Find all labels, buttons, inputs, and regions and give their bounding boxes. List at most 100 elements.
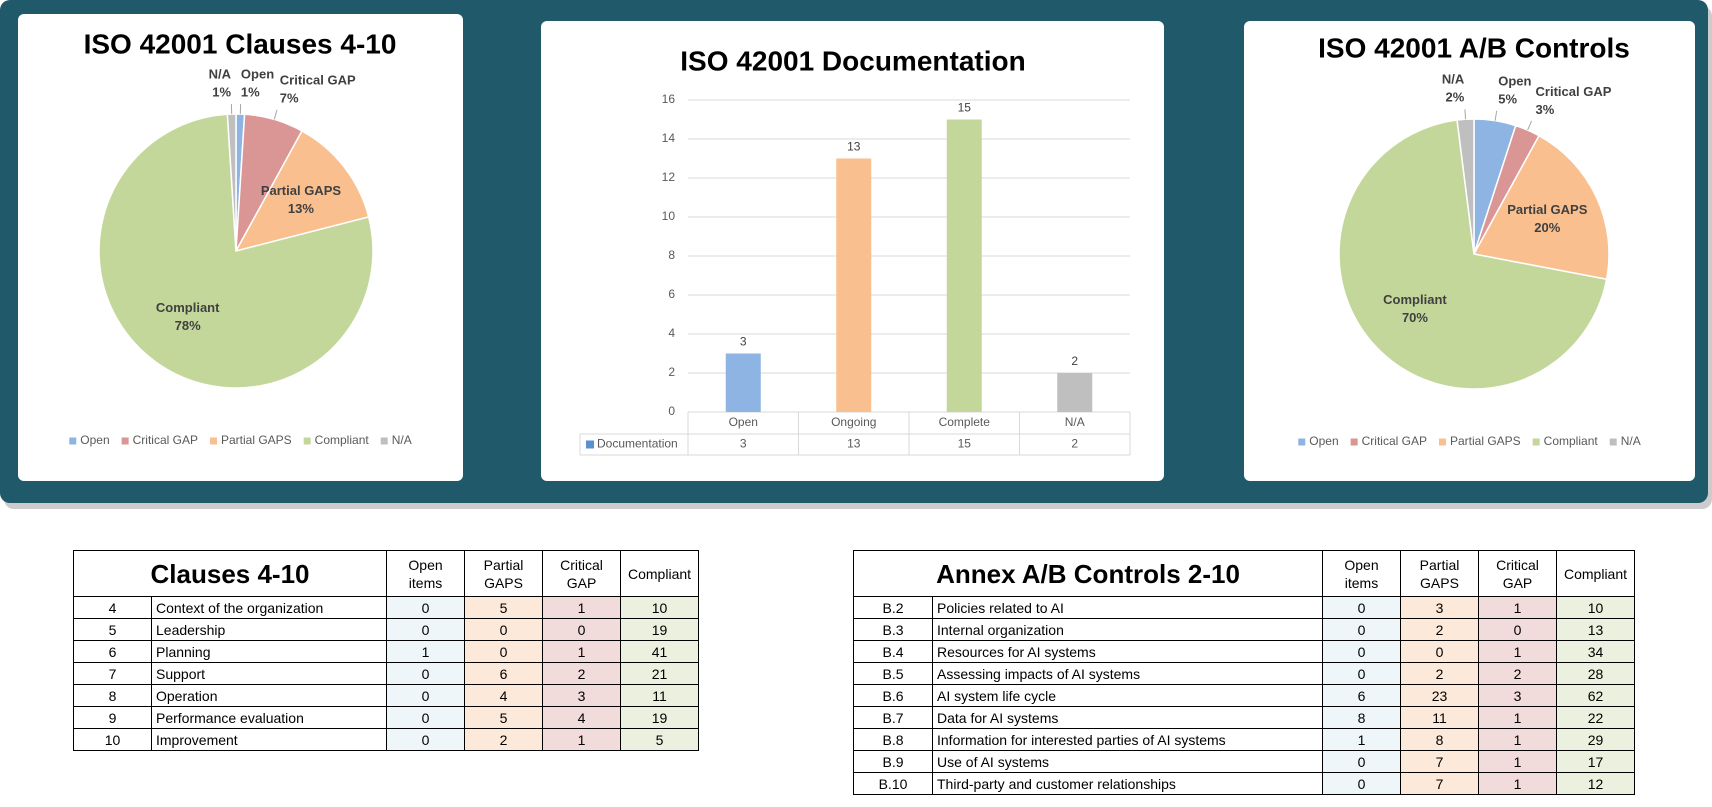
- row-number: B.10: [853, 772, 933, 795]
- data-table-value: 3: [740, 437, 747, 451]
- bar: [836, 158, 872, 412]
- row-label: Support: [150, 662, 388, 685]
- legend-swatch: [1532, 438, 1540, 446]
- table-cell: 0: [386, 706, 466, 729]
- table-cell: 34: [1556, 640, 1635, 663]
- row-number: B.5: [853, 662, 933, 685]
- legend-swatch: [209, 437, 217, 445]
- y-tick-label: 2: [668, 365, 675, 379]
- table-row: 5 Leadership 0 0 0 19: [73, 618, 700, 641]
- table-cell: 3: [1400, 596, 1479, 619]
- row-number: 4: [73, 596, 152, 619]
- row-label: Operation: [150, 684, 388, 707]
- pie-slice: [1472, 134, 1610, 281]
- legend-swatch: [69, 437, 77, 445]
- slice-label: Critical GAP: [1536, 84, 1612, 99]
- table-title: Clauses 4-10: [72, 550, 388, 597]
- table-cell: 62: [1556, 684, 1635, 707]
- row-number: B.3: [853, 618, 933, 641]
- slice-value-label: 1%: [212, 85, 231, 100]
- table-row: B.2 Policies related to AI 0 3 1 10: [853, 596, 1635, 619]
- table-cell: 0: [1322, 772, 1401, 795]
- table-row: 6 Planning 1 0 1 41: [73, 640, 700, 663]
- slice-value-label: 78%: [175, 318, 201, 333]
- table-cell: 3: [542, 684, 622, 707]
- table-cell: 0: [386, 684, 466, 707]
- row-number: B.7: [853, 706, 933, 729]
- data-table: Clauses 4-10 Open items Partial GAPS Critic…: [72, 550, 700, 751]
- column-header: Partial GAPS: [1400, 550, 1479, 597]
- table-container: Clauses 4-10 Open items Partial GAPS Critic…: [72, 550, 700, 751]
- row-number: B.9: [853, 750, 933, 773]
- slice-value-label: 1%: [241, 85, 260, 100]
- table-row: B.3 Internal organization 0 2 0 13: [853, 618, 1635, 641]
- leader-line: [1494, 110, 1498, 121]
- row-label: Data for AI systems: [932, 706, 1323, 729]
- table-cell: 1: [542, 640, 622, 663]
- table-cell: 0: [542, 618, 622, 641]
- slice-label: Compliant: [156, 300, 220, 315]
- table-row: B.7 Data for AI systems 8 11 1 22: [853, 706, 1635, 729]
- bar: [725, 353, 761, 412]
- legend-label: Critical GAP: [133, 433, 198, 447]
- data-table-value: 13: [847, 437, 861, 451]
- chart-title: ISO 42001 Clauses 4-10: [84, 28, 397, 59]
- table-cell: 0: [386, 728, 466, 751]
- pie-slice: [98, 113, 374, 389]
- y-tick-label: 4: [668, 326, 675, 340]
- table-row: 10 Improvement 0 2 1 5: [73, 728, 700, 751]
- table-cell: 28: [1556, 662, 1635, 685]
- row-label: Performance evaluation: [150, 706, 388, 729]
- column-header: Compliant: [620, 550, 700, 597]
- row-label: Improvement: [150, 728, 388, 751]
- row-label: Leadership: [150, 618, 388, 641]
- slice-label: Partial GAPS: [1507, 202, 1588, 217]
- slice-value-label: 20%: [1534, 220, 1560, 235]
- slice-label: Open: [1498, 73, 1531, 88]
- table-cell: 1: [542, 596, 622, 619]
- column-header: Compliant: [1556, 550, 1635, 597]
- legend-swatch: [303, 437, 311, 445]
- data-label: 2: [1071, 354, 1078, 368]
- row-number: B.2: [853, 596, 933, 619]
- row-label: Use of AI systems: [932, 750, 1323, 773]
- table-row: B.10 Third-party and customer relationshi…: [853, 772, 1635, 795]
- table-cell: 8: [1322, 706, 1401, 729]
- legend-swatch: [1298, 438, 1306, 446]
- table-cell: 1: [386, 640, 466, 663]
- column-header: Open items: [386, 550, 466, 597]
- column-header: Open items: [1322, 550, 1401, 597]
- row-number: 6: [73, 640, 152, 663]
- legend-label: Compliant: [315, 433, 370, 447]
- chart-title: ISO 42001 A/B Controls: [1318, 32, 1630, 63]
- leader-line: [273, 109, 278, 120]
- slice-label: Compliant: [1383, 292, 1447, 307]
- table-cell: 7: [1400, 750, 1479, 773]
- slice-value-label: 13%: [288, 201, 314, 216]
- table-cell: 3: [1478, 684, 1557, 707]
- y-tick-label: 0: [668, 404, 675, 418]
- table-cell: 0: [464, 640, 544, 663]
- leader-line: [1464, 109, 1467, 120]
- table-cell: 0: [1400, 640, 1479, 663]
- slice-value-label: 70%: [1402, 310, 1428, 325]
- table-title: Annex A/B Controls 2-10: [853, 550, 1323, 597]
- data-label: 13: [847, 140, 861, 154]
- y-tick-label: 16: [662, 92, 676, 106]
- table-row: 4 Context of the organization 0 5 1 10: [73, 596, 700, 619]
- row-label: Resources for AI systems: [932, 640, 1323, 663]
- legend-swatch: [380, 437, 388, 445]
- table-cell: 1: [1322, 728, 1401, 751]
- row-number: B.8: [853, 728, 933, 751]
- y-tick-label: 10: [662, 209, 676, 223]
- table-cell: 5: [464, 706, 544, 729]
- table-row: B.9 Use of AI systems 0 7 1 17: [853, 750, 1635, 773]
- legend-swatch: [121, 437, 129, 445]
- table-cell: 2: [1400, 662, 1479, 685]
- table-cell: 10: [620, 596, 700, 619]
- series-name: Documentation: [597, 437, 678, 451]
- table-row: B.6 AI system life cycle 6 23 3 62: [853, 684, 1635, 707]
- leader-line: [1527, 120, 1533, 131]
- row-label: Assessing impacts of AI systems: [932, 662, 1323, 685]
